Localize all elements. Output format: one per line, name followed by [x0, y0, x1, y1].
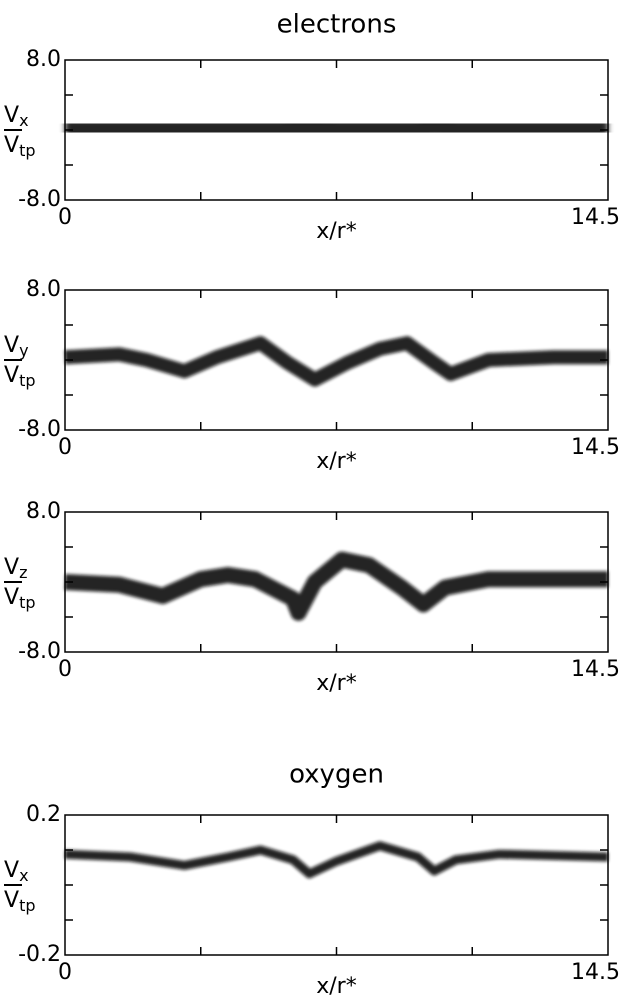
y-label-main: V [4, 585, 19, 610]
y-label-sub: y [19, 341, 28, 360]
y-axis-label: Vx [4, 858, 29, 885]
x-axis-label: x/r* [316, 219, 356, 244]
density-band [64, 336, 608, 387]
x-axis-label: x/r* [316, 449, 356, 474]
x-tick-label: 14.5 [571, 205, 620, 230]
x-tick-label: 0 [58, 960, 72, 985]
x-tick-label: 0 [58, 435, 72, 460]
y-tick-label: -0.2 [18, 942, 61, 967]
y-axis-label: Vtp [4, 888, 36, 915]
panel-title: oxygen [289, 760, 384, 790]
x-tick-label: 14.5 [571, 657, 620, 682]
y-tick-label: 8.0 [26, 47, 61, 72]
y-tick-label: -8.0 [18, 417, 61, 442]
density-band [64, 551, 608, 621]
y-axis-label: Vtp [4, 585, 36, 612]
plot-frame [64, 814, 609, 956]
x-axis-label: x/r* [316, 671, 356, 696]
y-label-sub: tp [19, 141, 35, 160]
y-tick-label: 8.0 [26, 499, 61, 524]
y-label-main: V [4, 858, 19, 883]
y-label-main: V [4, 103, 19, 128]
y-label-sub: tp [19, 593, 35, 612]
x-tick-label: 0 [58, 657, 72, 682]
y-tick-label: -8.0 [18, 639, 61, 664]
y-axis-label: Vz [4, 555, 27, 582]
y-label-sub: x [19, 866, 28, 885]
panel-title: electrons [277, 10, 397, 40]
y-label-sub: tp [19, 371, 35, 390]
y-tick-label: 8.0 [26, 277, 61, 302]
x-tick-label: 14.5 [571, 435, 620, 460]
y-label-main: V [4, 888, 19, 913]
y-label-main: V [4, 363, 19, 388]
y-label-main: V [4, 133, 19, 158]
x-tick-label: 14.5 [571, 960, 620, 985]
y-tick-label: -8.0 [18, 187, 61, 212]
y-axis-label: Vtp [4, 133, 36, 160]
x-axis-label: x/r* [316, 974, 356, 999]
density-band [65, 114, 608, 141]
y-axis-label: Vtp [4, 363, 36, 390]
y-axis-label: Vy [4, 333, 29, 360]
y-label-sub: x [19, 111, 28, 130]
y-label-sub: tp [19, 896, 35, 915]
density-band [64, 841, 609, 879]
y-label-sub: z [19, 563, 27, 582]
y-tick-label: 0.2 [26, 802, 61, 827]
y-label-main: V [4, 333, 19, 358]
y-label-main: V [4, 555, 19, 580]
y-axis-label: Vx [4, 103, 29, 130]
x-tick-label: 0 [58, 205, 72, 230]
